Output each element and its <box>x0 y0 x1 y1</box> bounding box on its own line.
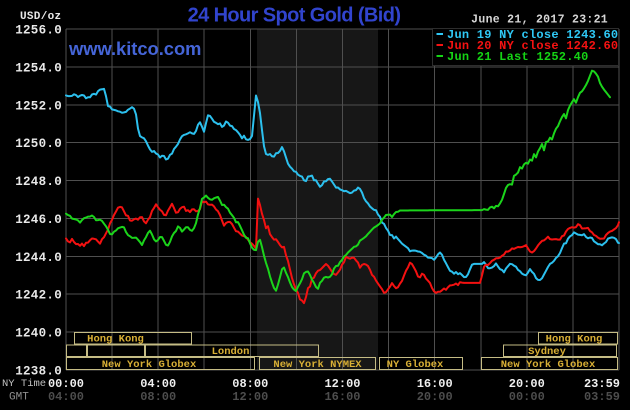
svg-text:1250.0: 1250.0 <box>15 137 62 151</box>
svg-text:Jun 19 NY close 1243.60: Jun 19 NY close 1243.60 <box>447 28 618 42</box>
svg-text:June 21, 2017 23:21: June 21, 2017 23:21 <box>471 14 608 27</box>
svg-text:1256.0: 1256.0 <box>15 24 62 38</box>
svg-text:16:00: 16:00 <box>417 377 453 391</box>
svg-text:04:00: 04:00 <box>140 377 176 391</box>
svg-text:1252.0: 1252.0 <box>15 99 62 113</box>
svg-text:20:00: 20:00 <box>509 377 545 391</box>
svg-text:1242.0: 1242.0 <box>15 289 62 303</box>
svg-text:1240.0: 1240.0 <box>15 327 62 341</box>
svg-text:12:00: 12:00 <box>324 377 360 391</box>
svg-text:03:59: 03:59 <box>584 390 620 404</box>
svg-text:00:00: 00:00 <box>509 390 545 404</box>
svg-text:24 Hour Spot Gold (Bid): 24 Hour Spot Gold (Bid) <box>188 5 401 27</box>
svg-text:23:59: 23:59 <box>584 377 620 391</box>
svg-text:Hong Kong: Hong Kong <box>546 334 603 346</box>
svg-text:1248.0: 1248.0 <box>15 175 62 189</box>
svg-text:NY Globex: NY Globex <box>387 359 444 371</box>
svg-text:New York Globex: New York Globex <box>501 359 596 371</box>
svg-text:04:00: 04:00 <box>48 390 84 404</box>
svg-text:16:00: 16:00 <box>324 390 360 404</box>
svg-text:Jun 20 NY close 1242.60: Jun 20 NY close 1242.60 <box>447 39 618 53</box>
svg-text:20:00: 20:00 <box>417 390 453 404</box>
svg-text:1238.0: 1238.0 <box>15 365 62 379</box>
svg-text:Sydney: Sydney <box>528 346 567 358</box>
svg-text:GMT: GMT <box>9 392 29 404</box>
svg-text:New York NYMEX: New York NYMEX <box>273 359 362 371</box>
svg-text:08:00: 08:00 <box>140 390 176 404</box>
svg-text:USD/oz: USD/oz <box>20 11 61 23</box>
svg-text:1246.0: 1246.0 <box>15 213 62 227</box>
svg-text:08:00: 08:00 <box>232 377 268 391</box>
svg-text:New York Globex: New York Globex <box>102 359 197 371</box>
svg-text:Hong Kong: Hong Kong <box>87 334 144 346</box>
svg-text:12:00: 12:00 <box>232 390 268 404</box>
svg-text:www.kitco.com: www.kitco.com <box>68 38 201 59</box>
svg-text:00:00: 00:00 <box>48 377 84 391</box>
svg-text:1244.0: 1244.0 <box>15 251 62 265</box>
svg-text:1254.0: 1254.0 <box>15 61 62 75</box>
svg-text:NY Time: NY Time <box>2 378 46 390</box>
svg-text:Jun 21 Last 1252.40: Jun 21 Last 1252.40 <box>447 50 589 64</box>
svg-text:London: London <box>212 346 250 358</box>
